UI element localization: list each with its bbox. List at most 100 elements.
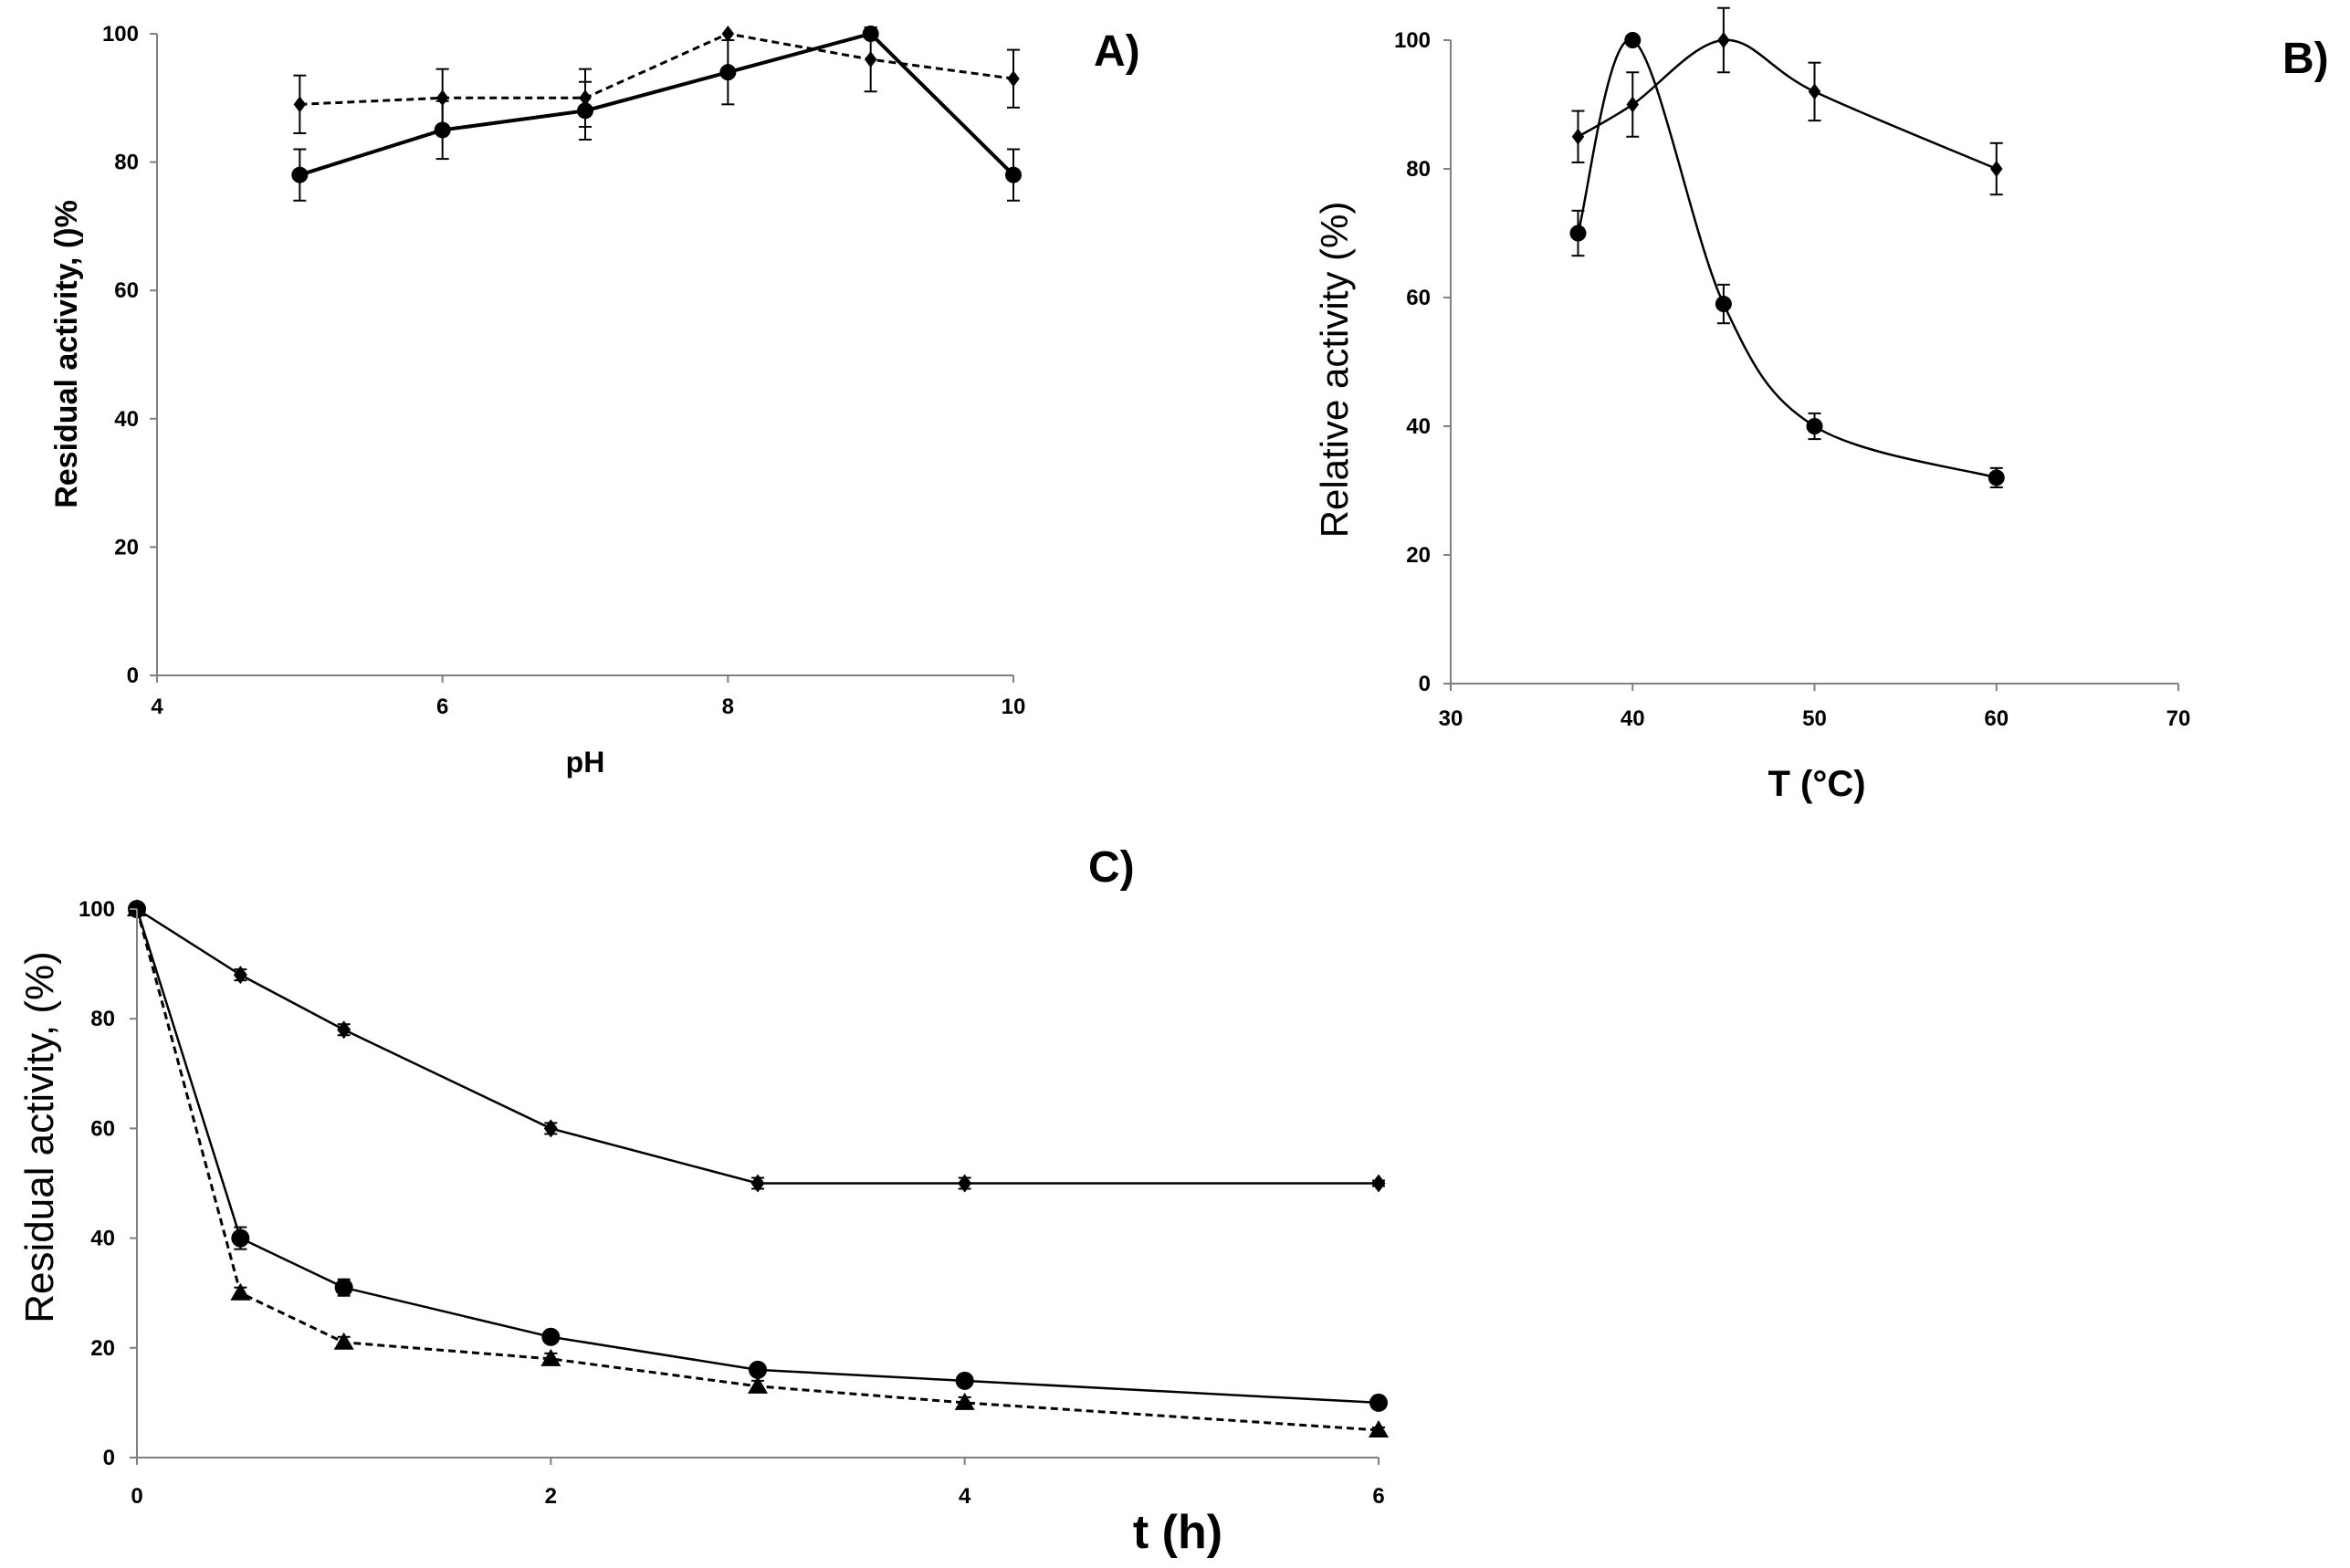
panel-c-label: C) — [1088, 843, 1135, 892]
panel-a-x-tick-label: 10 — [1002, 695, 1026, 719]
panel-b-series-2-point — [1990, 161, 2003, 177]
panel-c-x-tick-label: 2 — [545, 1484, 557, 1509]
panel-c-x-axis-label: t (h) — [1133, 1506, 1222, 1559]
panel-a-y-tick-label: 60 — [114, 278, 139, 303]
panel-a-y-tick-label: 100 — [102, 22, 139, 47]
panel-a-series-1 — [291, 26, 1022, 202]
panel-c-y-tick-label: 60 — [90, 1116, 115, 1141]
panel-b-series-1 — [1569, 32, 2005, 488]
panel-c-series-2-point — [749, 1360, 767, 1379]
panel-a-chart: 0 20 40 60 80 100 4 6 8 10 pH Residual activity, … — [49, 22, 1140, 779]
panel-c-series-3-point — [954, 1392, 975, 1410]
panel-a-label: A) — [1094, 27, 1140, 76]
panel-c-y-tick-label: 40 — [90, 1227, 115, 1251]
panel-a-series-2-point — [293, 96, 307, 113]
panel-b-y-tick-label: 100 — [1394, 28, 1431, 53]
panel-c-x-tick-label: 4 — [959, 1484, 971, 1509]
panel-b-series-2-point — [1717, 32, 1730, 48]
panel-c-series-1 — [130, 900, 1386, 1193]
panel-c-series-3-point — [230, 1282, 251, 1301]
panel-b-series-1-point — [1806, 418, 1823, 434]
panel-a-series-1-line — [299, 31, 1015, 177]
panel-b-series-1-line — [1577, 38, 1998, 479]
panel-b-x-tick-label: 50 — [1802, 706, 1827, 731]
panel-c-series-2-point — [1369, 1393, 1388, 1412]
panel-a-x-tick-label: 8 — [722, 695, 734, 719]
panel-a-ticks: 0 20 40 60 80 100 4 6 8 10 — [102, 22, 1025, 719]
panel-c-series-2 — [128, 900, 1388, 1412]
panel-c-series-1-point — [337, 1020, 351, 1040]
panel-c-y-tick-label: 80 — [90, 1007, 115, 1031]
panel-c-chart: 0 20 40 60 80 100 0 2 4 6 t (h) Residual activity… — [17, 843, 1389, 1559]
panel-b-marks — [1569, 6, 2005, 488]
panel-b-y-tick-label: 80 — [1406, 157, 1431, 182]
panel-b-x-axis-label: T (°C) — [1768, 764, 1865, 804]
panel-a-series-2-point — [1007, 70, 1020, 88]
panel-b-series-1-point — [1988, 469, 2005, 486]
panel-a-x-tick-label: 4 — [151, 695, 163, 719]
panel-c-series-1-point — [750, 1174, 765, 1193]
panel-b-y-tick-label: 0 — [1419, 672, 1431, 696]
panel-c-series-1-point — [543, 1119, 558, 1138]
panel-b-series-1-point — [1715, 296, 1732, 313]
panel-c-series-3-point — [333, 1332, 354, 1350]
panel-c-series-2-point — [334, 1278, 353, 1297]
panel-c-series-3-point — [127, 899, 147, 916]
panel-a-y-axis-label: Residual activity, ()% — [49, 200, 84, 508]
panel-a-series-1-point — [291, 166, 309, 183]
panel-b-x-tick-label: 40 — [1621, 706, 1645, 731]
panel-b-ticks: 0 20 40 60 80 100 30 40 50 60 70 — [1394, 28, 2190, 731]
panel-c-series-3 — [127, 899, 1389, 1437]
panel-c-series-1-point — [233, 966, 247, 985]
panel-c-series-2-point — [231, 1228, 250, 1248]
panel-a-y-tick-label: 20 — [114, 535, 139, 559]
panel-a-y-tick-label: 40 — [114, 407, 139, 432]
panel-c-y-tick-label: 0 — [103, 1446, 115, 1470]
panel-b-y-tick-label: 40 — [1406, 414, 1431, 439]
panel-b-series-2 — [1571, 6, 2003, 196]
panel-c-y-axis-label: Residual activity, (%) — [17, 951, 62, 1323]
panel-b-series-2-point — [1808, 83, 1821, 100]
panel-a-x-tick-label: 6 — [436, 695, 448, 719]
panel-a-series-2-point — [864, 51, 877, 68]
panel-c-series-3-line — [135, 908, 1380, 1432]
panel-b-y-tick-label: 60 — [1406, 286, 1431, 310]
panel-c-x-tick-label: 0 — [131, 1484, 142, 1509]
panel-c-ticks: 0 20 40 60 80 100 0 2 4 6 — [79, 897, 1385, 1509]
panel-a-series-2 — [293, 26, 1020, 134]
panel-c-series-3-point — [1369, 1419, 1389, 1437]
panel-c-series-1-point — [958, 1174, 972, 1193]
panel-a-series-2-point — [579, 89, 592, 107]
panel-a-series-1-point — [1005, 166, 1022, 183]
panel-b-label: B) — [2282, 35, 2329, 83]
panel-a-y-tick-label: 80 — [114, 151, 139, 175]
panel-b-series-2-point — [1626, 96, 1639, 113]
panel-c-series-3-point — [748, 1375, 768, 1394]
panel-b-y-axis-label: Relative activity (%) — [1313, 202, 1356, 538]
panel-c-y-tick-label: 100 — [79, 897, 115, 922]
panel-a-series-2-point — [721, 26, 735, 42]
panel-b-chart: 0 20 40 60 80 100 30 40 50 60 70 T (°C) Relative a… — [1313, 6, 2329, 804]
panel-c-series-1-point — [1371, 1174, 1386, 1193]
panel-a-x-axis-label: pH — [566, 746, 605, 779]
panel-c-marks — [127, 899, 1389, 1437]
panel-b-series-1-point — [1624, 32, 1642, 48]
panel-c-series-2-point — [541, 1327, 561, 1346]
panel-a-series-1-point — [719, 64, 737, 81]
panel-a-marks — [291, 26, 1022, 202]
panel-b-x-tick-label: 30 — [1439, 706, 1464, 731]
panel-c-series-2-line — [135, 908, 1380, 1405]
panel-b-series-2-point — [1571, 128, 1585, 145]
panel-b-series-1-point — [1569, 225, 1587, 242]
panel-a-series-2-line — [299, 32, 1014, 106]
panel-c-x-tick-label: 6 — [1372, 1484, 1384, 1509]
panel-b-x-tick-label: 70 — [2166, 706, 2191, 731]
panel-a-series-2-point — [435, 89, 449, 107]
panel-b-x-tick-label: 60 — [1984, 706, 2009, 731]
panel-b-series-2-line — [1577, 38, 1998, 171]
panel-a-y-tick-label: 0 — [127, 664, 139, 688]
panel-c-y-tick-label: 20 — [90, 1336, 115, 1361]
panel-b-y-tick-label: 20 — [1406, 543, 1431, 568]
panel-c-series-3-point — [540, 1348, 561, 1366]
